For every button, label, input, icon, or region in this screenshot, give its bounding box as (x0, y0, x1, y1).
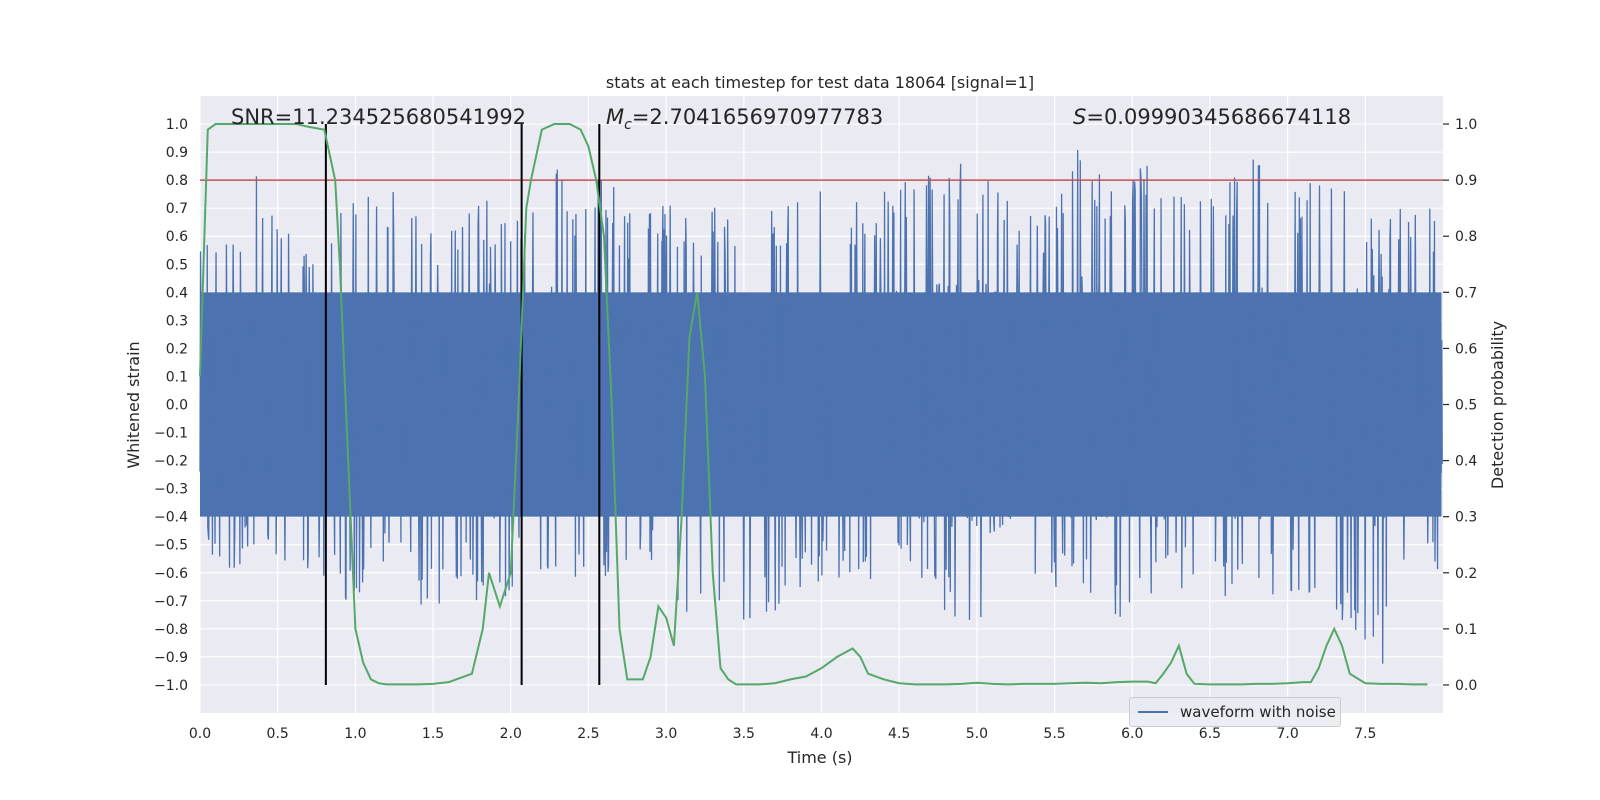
x-tick-label: 1.0 (344, 726, 366, 742)
annotation-snr: SNR=11.234525680541992 (231, 105, 526, 129)
x-tick-label: 4.0 (810, 726, 832, 742)
probability-line (199, 123, 1428, 686)
y-right-tick-label: 1.0 (1455, 117, 1477, 133)
y-left-tick-label: 0.7 (166, 201, 188, 217)
x-tick-label: 1.5 (422, 726, 444, 742)
y-left-tick-label: 0.3 (166, 313, 188, 329)
mc-value: =2.7041656970977783 (632, 105, 883, 129)
x-tick-label: 2.0 (500, 726, 522, 742)
x-tick-label: 7.0 (1276, 726, 1298, 742)
y-left-tick-label: −0.3 (154, 482, 188, 498)
chart-title: stats at each timestep for test data 180… (606, 73, 1034, 92)
y-axis-left-label: Whitened strain (124, 341, 143, 468)
probability-series (199, 123, 1428, 686)
vertical-markers (324, 124, 601, 685)
x-tick-label: 2.5 (577, 726, 599, 742)
y-left-tick-label: 0.4 (166, 285, 188, 301)
legend: waveform with noise (1129, 697, 1341, 727)
waveform-series (199, 150, 1443, 664)
y-right-tick-label: 0.9 (1455, 173, 1477, 189)
mc-symbol: M (606, 105, 624, 129)
y-left-tick-label: −1.0 (154, 678, 188, 694)
x-axis: 0.0 0.5 1.0 1.5 2.0 2.5 3.0 3.5 4.0 4.5 5.0 5.5 6.0 6… (189, 726, 1377, 742)
x-tick-label: 5.5 (1043, 726, 1065, 742)
legend-swatch-waveform (1138, 711, 1168, 713)
y-left-tick-label: −0.9 (154, 650, 188, 666)
y-right-tick-label: 0.7 (1455, 285, 1477, 301)
x-tick-label: 7.5 (1354, 726, 1376, 742)
y-left-tick-label: −0.7 (154, 594, 188, 610)
x-tick-label: 4.5 (888, 726, 910, 742)
y-right-tick-label: 0.6 (1455, 341, 1477, 357)
annotation-mc: Mc=2.7041656970977783 (606, 105, 883, 133)
y-right-tick-label: 0.5 (1455, 398, 1477, 414)
y-left-tick-label: 0.8 (166, 173, 188, 189)
x-axis-label: Time (s) (786, 748, 852, 767)
x-tick-label: 6.0 (1121, 726, 1143, 742)
s-symbol: S (1073, 105, 1086, 129)
y-left-tick-label: −0.1 (154, 426, 188, 442)
waveform-line (199, 150, 1443, 664)
x-tick-label: 3.5 (733, 726, 755, 742)
y-left-tick-label: −0.4 (154, 510, 188, 526)
y-left-tick-label: 1.0 (166, 117, 188, 133)
y-axis-right-label: Detection probability (1488, 321, 1507, 489)
s-value: =0.09990345686674118 (1086, 105, 1351, 129)
annotation-s: S=0.09990345686674118 (1073, 105, 1351, 129)
legend-label-waveform: waveform with noise (1180, 703, 1336, 721)
x-tick-label: 5.0 (966, 726, 988, 742)
y-left-tick-label: 0.6 (166, 229, 188, 245)
y-left-tick-label: −0.8 (154, 622, 188, 638)
y-right-tick-label: 0.0 (1455, 678, 1477, 694)
y-left-tick-label: −0.6 (154, 566, 188, 582)
x-tick-label: 6.5 (1199, 726, 1221, 742)
y-left-tick-label: 0.5 (166, 257, 188, 273)
mc-subscript: c (624, 117, 632, 133)
y-right-tick-label: 0.2 (1455, 566, 1477, 582)
y-left-tick-label: 0.0 (166, 398, 188, 414)
y-axis-left: 1.0 0.9 0.8 0.7 0.6 0.5 0.4 0.3 0.2 0.1 0.0 −0.1 −0.… (154, 117, 188, 694)
y-left-tick-label: 0.2 (166, 341, 188, 357)
y-left-tick-label: −0.5 (154, 538, 188, 554)
y-left-tick-label: −0.2 (154, 454, 188, 470)
y-right-tick-label: 0.8 (1455, 229, 1477, 245)
y-right-tick-label: 0.3 (1455, 510, 1477, 526)
x-tick-label: 0.5 (267, 726, 289, 742)
y-axis-right: 1.0 0.9 0.8 0.7 0.6 0.5 0.4 0.3 0.2 0.1 0.0 (1443, 117, 1477, 694)
x-tick-label: 3.0 (655, 726, 677, 742)
y-left-tick-label: 0.1 (166, 369, 188, 385)
y-right-tick-label: 0.4 (1455, 454, 1477, 470)
x-tick-label: 0.0 (189, 726, 211, 742)
y-right-tick-label: 0.1 (1455, 622, 1477, 638)
y-left-tick-label: 0.9 (166, 145, 188, 161)
